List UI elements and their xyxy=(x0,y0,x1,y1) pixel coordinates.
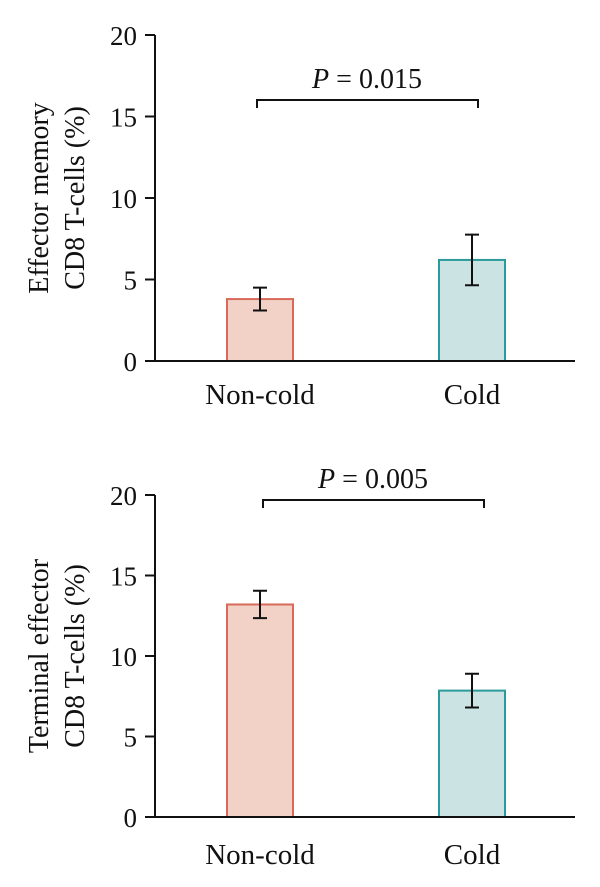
p-symbol: P xyxy=(317,464,335,495)
y-tick-label: 10 xyxy=(110,184,137,214)
p-value-text: = 0.015 xyxy=(329,64,422,95)
p-symbol: P xyxy=(311,64,329,95)
error-bar xyxy=(465,672,479,709)
y-tick-label: 20 xyxy=(110,21,137,51)
y-tick-label: 10 xyxy=(110,642,137,672)
x-tick-label: Non-cold xyxy=(205,839,315,871)
y-axis-label-line1: Terminal effector xyxy=(24,558,55,753)
x-tick-label: Non-cold xyxy=(205,379,315,411)
p-value-text: = 0.005 xyxy=(335,464,428,495)
axes xyxy=(154,35,575,362)
chart-panel-terminal-effector: Terminal effector CD8 T-cells (%) 0 5 10 15… xyxy=(24,464,575,871)
chart-panel-effector-memory: Effector memory CD8 T-cells (%) 0 5 10 15 20… xyxy=(24,21,575,411)
y-tick-label: 15 xyxy=(110,103,137,133)
error-bar xyxy=(465,233,479,287)
y-tick-label: 15 xyxy=(110,562,137,592)
x-tick-label: Cold xyxy=(444,379,501,411)
error-bar xyxy=(253,589,267,620)
x-tick-label: Cold xyxy=(444,839,501,871)
y-axis-label-line1: Effector memory xyxy=(24,102,55,294)
y-tick-label: 20 xyxy=(110,481,137,511)
significance-bracket xyxy=(262,499,485,508)
bar xyxy=(438,689,506,818)
y-tick-label: 0 xyxy=(124,803,138,833)
p-value-annotation: P = 0.015 xyxy=(311,64,422,95)
error-bar xyxy=(253,286,267,312)
axes xyxy=(154,495,575,818)
y-tick-label: 5 xyxy=(124,266,138,296)
bar xyxy=(226,603,294,818)
significance-bracket xyxy=(256,99,479,108)
y-axis-label-line2: CD8 T-cells (%) xyxy=(60,106,91,290)
y-tick-label: 0 xyxy=(124,347,138,377)
p-value-annotation: P = 0.005 xyxy=(317,464,428,495)
y-axis-label-line2: CD8 T-cells (%) xyxy=(60,564,91,748)
y-tick-label: 5 xyxy=(124,723,138,753)
